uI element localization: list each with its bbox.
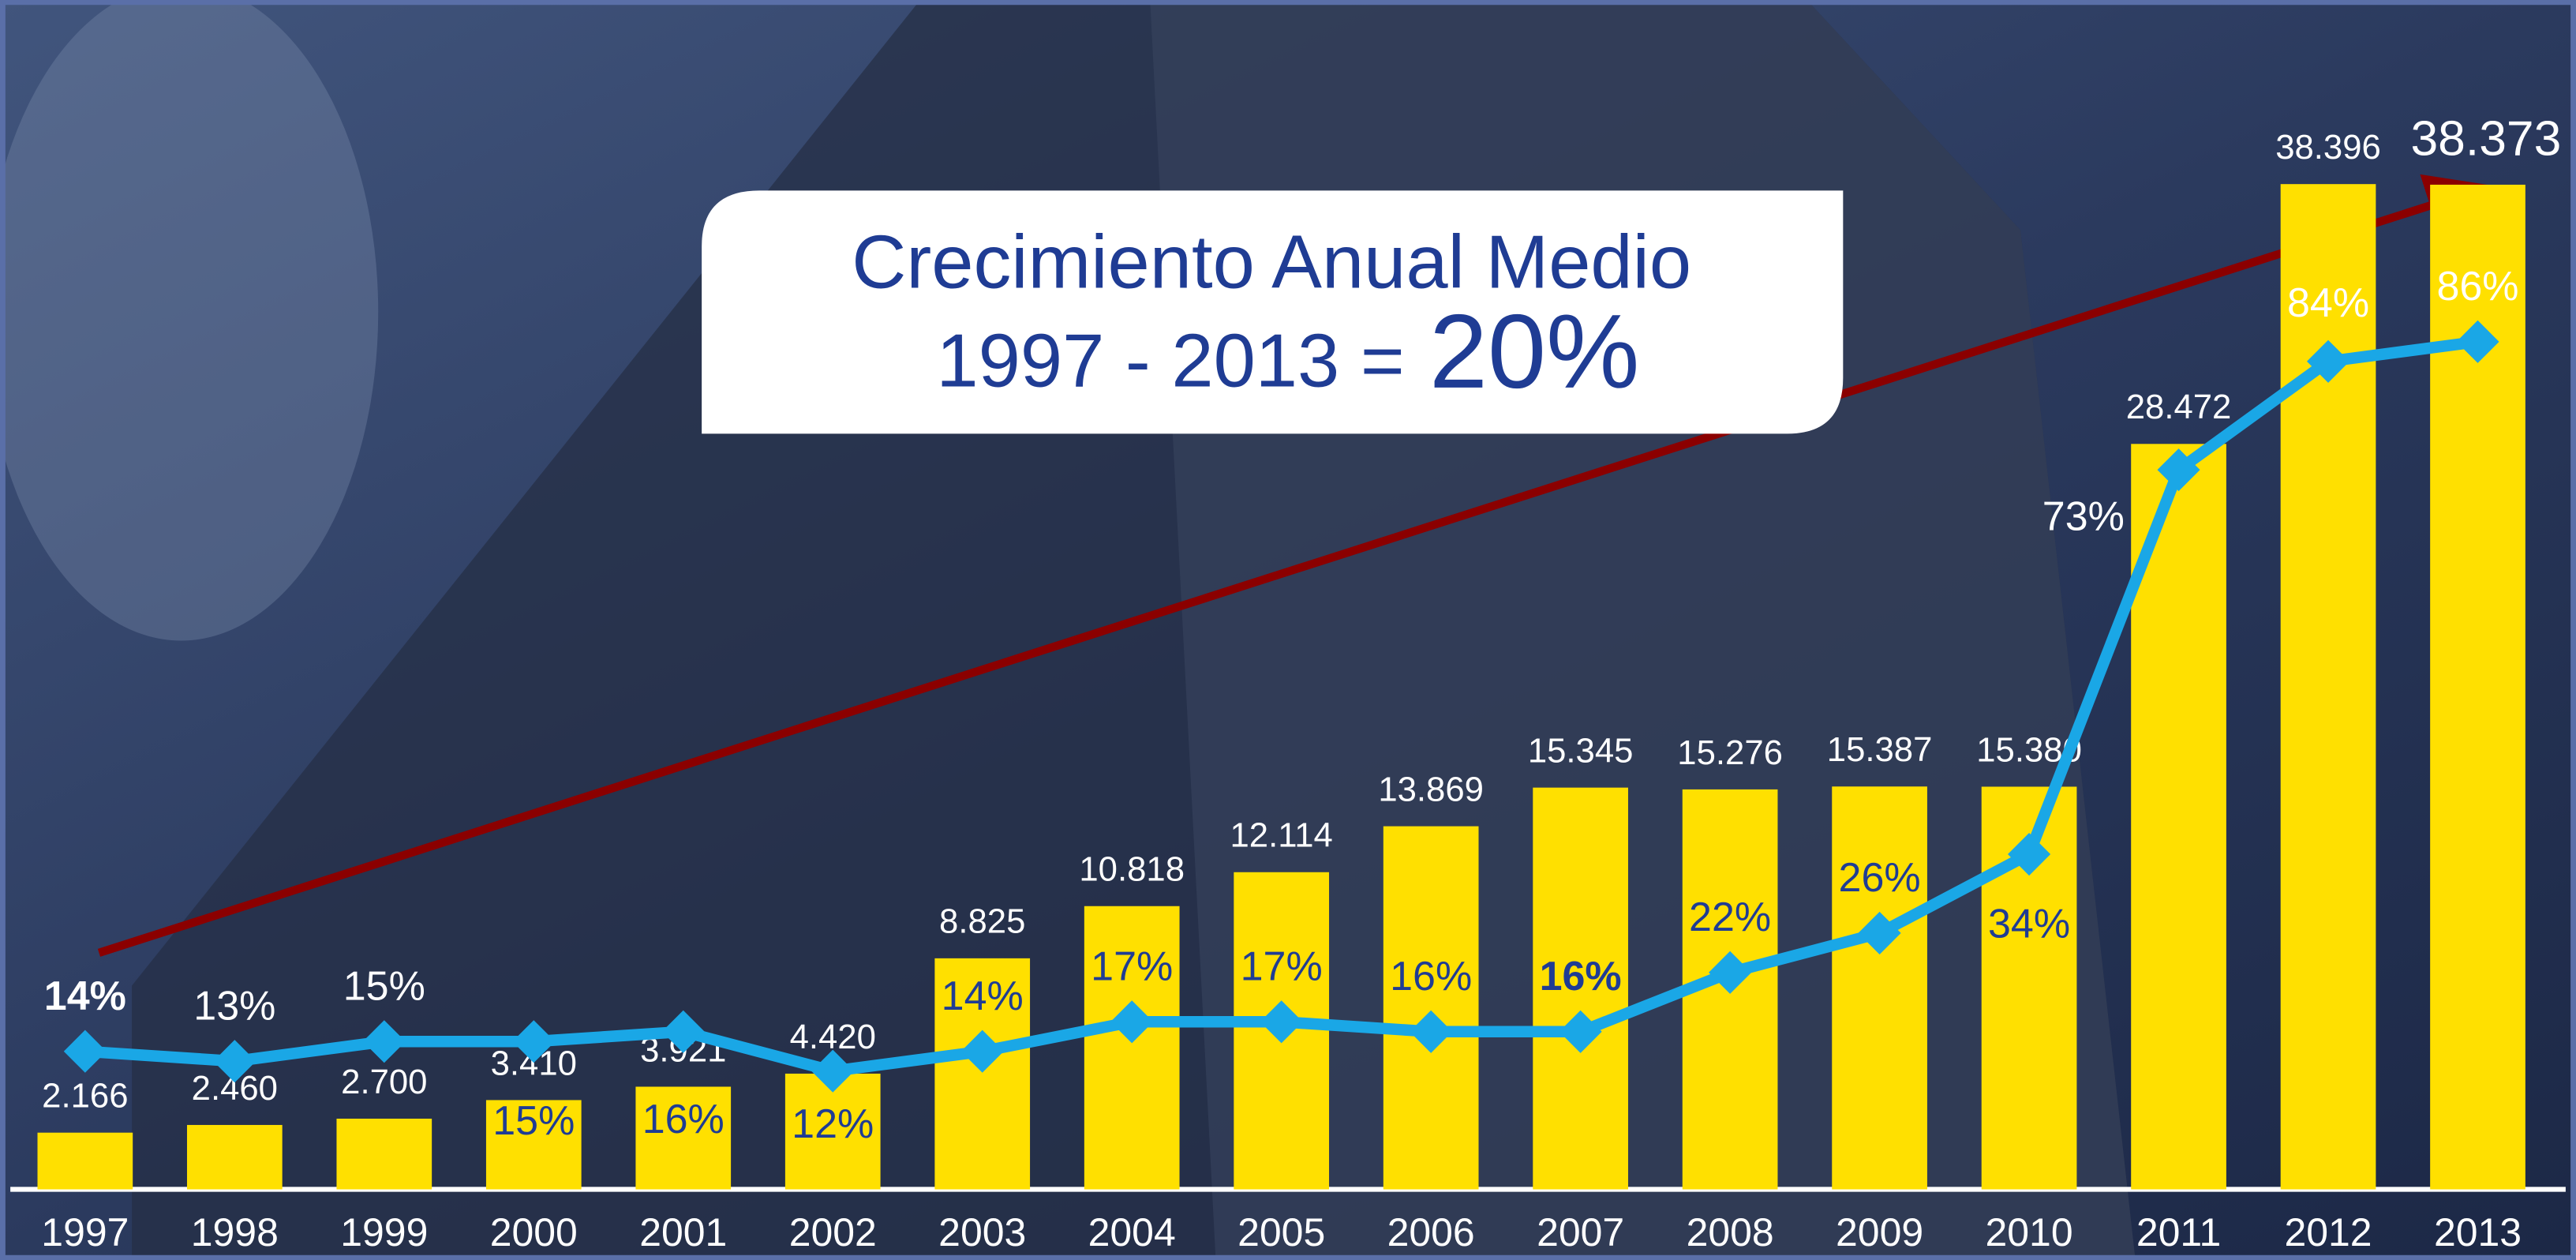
page: Crecimiento Anual Medio 1997 - 2013 = 20… bbox=[0, 0, 2576, 1260]
bar bbox=[1383, 827, 1479, 1190]
bar bbox=[38, 1133, 133, 1190]
data-label: 13.869 bbox=[1378, 770, 1484, 808]
data-label: 16% bbox=[1540, 954, 1622, 999]
data-label: 15.387 bbox=[1827, 730, 1933, 769]
data-label: 8.825 bbox=[939, 902, 1025, 941]
data-label: 86% bbox=[2436, 264, 2518, 309]
chart-title: Crecimiento Anual Medio bbox=[852, 219, 1691, 304]
bar bbox=[2281, 184, 2376, 1189]
data-label: 28.472 bbox=[2126, 388, 2232, 426]
data-label: 16% bbox=[642, 1097, 724, 1142]
x-tick-label: 2002 bbox=[789, 1210, 877, 1254]
x-tick-label: 2001 bbox=[639, 1210, 727, 1254]
x-tick-label: 1998 bbox=[191, 1210, 279, 1254]
data-label: 13% bbox=[193, 983, 275, 1029]
bar bbox=[187, 1125, 283, 1190]
data-label: 12% bbox=[792, 1101, 874, 1147]
x-tick-label: 2009 bbox=[1836, 1210, 1923, 1254]
data-label: 38.373 bbox=[2410, 111, 2561, 166]
x-tick-label: 1997 bbox=[41, 1210, 129, 1254]
annotation: 1997 - 2013 = bbox=[936, 318, 1404, 403]
data-label: 12.114 bbox=[1230, 816, 1332, 855]
x-tick-label: 2004 bbox=[1088, 1210, 1176, 1254]
x-tick-label: 2011 bbox=[2136, 1210, 2221, 1254]
data-label: 22% bbox=[1689, 894, 1771, 940]
data-label: 16% bbox=[1390, 954, 1472, 999]
x-tick-label: 2005 bbox=[1237, 1210, 1325, 1254]
data-label: 26% bbox=[1839, 855, 1921, 901]
x-tick-label: 2000 bbox=[490, 1210, 578, 1254]
data-label: 14% bbox=[44, 973, 126, 1019]
data-label: 15.276 bbox=[1677, 733, 1783, 772]
x-tick-label: 2013 bbox=[2434, 1210, 2522, 1254]
x-tick-label: 2003 bbox=[938, 1210, 1026, 1254]
data-label: 38.396 bbox=[2275, 128, 2381, 167]
data-label: 15.345 bbox=[1528, 731, 1634, 770]
data-label: 73% bbox=[2042, 493, 2125, 539]
x-tick-label: 2008 bbox=[1687, 1210, 1774, 1254]
data-label: 10.818 bbox=[1079, 850, 1185, 889]
data-label: 2.700 bbox=[341, 1063, 427, 1101]
x-tick-label: 2007 bbox=[1537, 1210, 1624, 1254]
data-label: 17% bbox=[1091, 943, 1173, 989]
data-label: 15% bbox=[492, 1098, 575, 1144]
data-label: 14% bbox=[942, 973, 1024, 1019]
annotation-value: 20% bbox=[1429, 293, 1640, 411]
x-tick-label: 2010 bbox=[1986, 1210, 2073, 1254]
data-label: 17% bbox=[1241, 943, 1323, 989]
x-tick-label: 2012 bbox=[2284, 1210, 2372, 1254]
data-label: 34% bbox=[1988, 901, 2070, 947]
bar bbox=[1832, 786, 1927, 1189]
data-label: 2.166 bbox=[42, 1077, 128, 1116]
data-label: 15% bbox=[343, 963, 425, 1009]
x-tick-label: 2006 bbox=[1387, 1210, 1475, 1254]
chart: Crecimiento Anual Medio 1997 - 2013 = 20… bbox=[0, 0, 2576, 1260]
data-label: 84% bbox=[2287, 280, 2369, 326]
bar bbox=[336, 1119, 432, 1190]
x-tick-label: 1999 bbox=[340, 1210, 428, 1254]
